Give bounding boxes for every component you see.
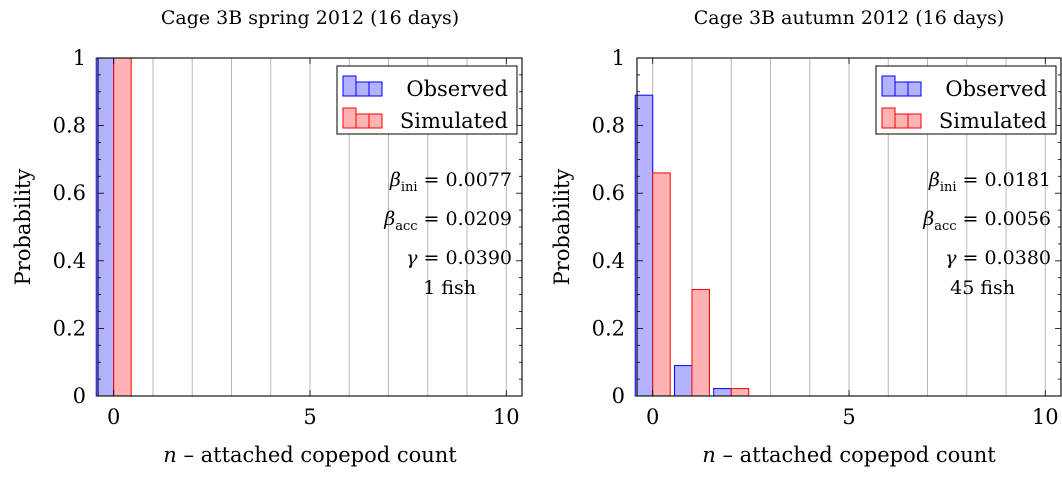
beta-ini-label: βini = 0.0181	[928, 169, 1051, 195]
x-tick-label: 5	[303, 405, 316, 429]
gamma-label-equals: =	[957, 247, 985, 269]
y-tick-label: 1	[73, 46, 86, 70]
x-tick-label: 0	[646, 405, 659, 429]
bar-observed	[713, 388, 732, 397]
legend-box	[875, 65, 1057, 135]
fish-count-label: 1 fish	[423, 277, 476, 299]
legend-swatch	[368, 113, 383, 129]
beta-acc-label-value: 0.0056	[985, 208, 1051, 230]
gamma-label-value: 0.0380	[985, 247, 1051, 269]
y-tick-label: 0	[73, 384, 86, 408]
y-tick-label: 0.2	[53, 316, 86, 340]
bar-observed	[634, 94, 654, 397]
chart-title: Cage 3B autumn 2012 (16 days)	[694, 7, 1005, 29]
legend-swatch	[894, 113, 909, 129]
gamma-label: γ = 0.0390	[406, 247, 512, 269]
beta-acc-label-equals: =	[418, 208, 446, 230]
beta-acc-label-subscript: acc	[934, 219, 956, 234]
beta-acc-label-subscript: acc	[395, 219, 417, 234]
beta-ini-label-subscript: ini	[940, 180, 957, 195]
beta-acc-label-symbol: β	[922, 208, 934, 230]
beta-acc-label-symbol: β	[383, 208, 395, 230]
legend-swatch	[368, 81, 383, 97]
legend-swatch	[342, 75, 357, 97]
beta-acc-label: βacc = 0.0209	[383, 208, 512, 234]
y-axis-label: Probability	[11, 169, 35, 286]
legend-swatch	[355, 81, 370, 97]
beta-ini-label-value: 0.0181	[985, 169, 1051, 191]
bar-simulated	[652, 172, 671, 397]
beta-ini-label-subscript: ini	[401, 180, 418, 195]
beta-ini-label-equals: =	[957, 169, 985, 191]
gamma-label-value: 0.0390	[446, 247, 512, 269]
bar-simulated	[113, 57, 132, 397]
legend-label-observed: Observed	[406, 77, 508, 101]
bar-simulated	[730, 388, 750, 397]
x-axis-label: n – attached copepod count	[702, 443, 996, 467]
y-tick-label: 0.8	[53, 114, 86, 138]
legend: Observed Simulated	[336, 65, 518, 135]
legend-swatch	[894, 81, 909, 97]
legend-swatch	[907, 81, 922, 97]
legend-swatch	[881, 75, 896, 97]
legend-label-simulated: Simulated	[939, 109, 1047, 133]
y-tick-label: 0.6	[592, 181, 625, 205]
y-tick-label: 0	[612, 384, 625, 408]
legend-swatch	[907, 113, 922, 129]
beta-acc-label-value: 0.0209	[446, 208, 512, 230]
fish-count-label: 45 fish	[950, 277, 1015, 299]
gamma-label-equals: =	[418, 247, 446, 269]
x-tick-label: 10	[1032, 405, 1059, 429]
x-tick-label: 5	[842, 405, 855, 429]
x-axis-label: n – attached copepod count	[163, 443, 457, 467]
legend-label-simulated: Simulated	[400, 109, 508, 133]
beta-acc-label: βacc = 0.0056	[922, 208, 1051, 234]
x-axis-label-text: – attached copepod count	[716, 443, 997, 467]
beta-ini-label-equals: =	[418, 169, 446, 191]
y-axis-label: Probability	[550, 169, 574, 286]
legend: Observed Simulated	[875, 65, 1057, 135]
y-tick-label: 0.6	[53, 181, 86, 205]
beta-acc-label-equals: =	[957, 208, 985, 230]
gamma-label: γ = 0.0380	[945, 247, 1051, 269]
bar-simulated	[691, 289, 710, 397]
beta-ini-label-symbol: β	[928, 169, 940, 191]
x-tick-label: 10	[493, 405, 520, 429]
y-tick-label: 0.4	[592, 249, 625, 273]
y-tick-label: 0.8	[592, 114, 625, 138]
legend-label-observed: Observed	[945, 77, 1047, 101]
y-tick-label: 1	[612, 46, 625, 70]
x-tick-label: 0	[107, 405, 120, 429]
legend-swatch	[355, 113, 370, 129]
y-tick-label: 0.4	[53, 249, 86, 273]
chart-title: Cage 3B spring 2012 (16 days)	[161, 7, 459, 29]
y-tick-label: 0.2	[592, 316, 625, 340]
x-axis-label-text: – attached copepod count	[177, 443, 458, 467]
beta-ini-label-symbol: β	[389, 169, 401, 191]
legend-swatch	[881, 107, 896, 129]
x-axis-label-var: n	[163, 443, 177, 467]
gamma-label-symbol: γ	[406, 247, 418, 269]
beta-ini-label-value: 0.0077	[446, 169, 512, 191]
bar-observed	[673, 365, 693, 397]
x-axis-label-var: n	[702, 443, 716, 467]
beta-ini-label: βini = 0.0077	[389, 169, 512, 195]
gamma-label-symbol: γ	[945, 247, 957, 269]
legend-swatch	[342, 107, 357, 129]
